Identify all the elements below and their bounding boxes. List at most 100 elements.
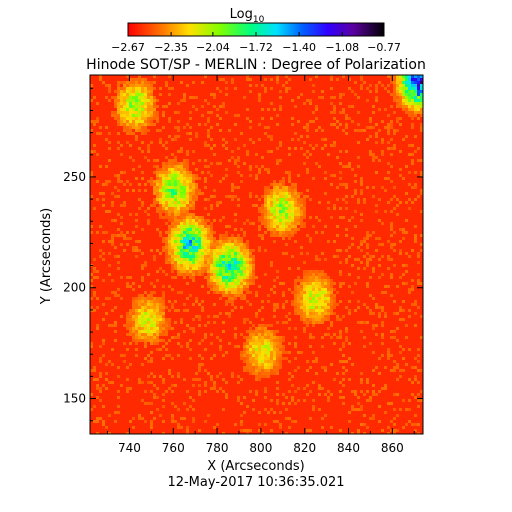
heatmap-cell [246, 261, 249, 264]
heatmap-cell [186, 177, 189, 180]
heatmap-cell [141, 300, 144, 303]
heatmap-cell [258, 339, 261, 342]
heatmap-cell [246, 330, 249, 333]
heatmap-cell [354, 210, 357, 213]
heatmap-cell [285, 213, 288, 216]
heatmap-cell [228, 267, 231, 270]
heatmap-cell [321, 294, 324, 297]
heatmap-cell [177, 255, 180, 258]
heatmap-cell [366, 99, 369, 102]
heatmap-cell [264, 192, 267, 195]
heatmap-cell [243, 279, 246, 282]
heatmap-cell [192, 417, 195, 420]
heatmap-cell [102, 354, 105, 357]
heatmap-cell [141, 315, 144, 318]
heatmap-cell [279, 426, 282, 429]
heatmap-cell [213, 105, 216, 108]
heatmap-cell [165, 168, 168, 171]
heatmap-cell [237, 147, 240, 150]
heatmap-cell [258, 138, 261, 141]
heatmap-cell [141, 339, 144, 342]
heatmap-cell [249, 360, 252, 363]
heatmap-cell [246, 279, 249, 282]
heatmap-cell [375, 99, 378, 102]
heatmap-cell [147, 120, 150, 123]
heatmap-cell [135, 327, 138, 330]
heatmap-cell [231, 303, 234, 306]
heatmap-cell [414, 300, 417, 303]
heatmap-cell [156, 342, 159, 345]
heatmap-cell [174, 159, 177, 162]
heatmap-cell [324, 285, 327, 288]
heatmap-cell [255, 315, 258, 318]
heatmap-cell [408, 75, 411, 78]
heatmap-cell [282, 303, 285, 306]
heatmap-cell [162, 186, 165, 189]
heatmap-cell [213, 354, 216, 357]
heatmap-cell [180, 261, 183, 264]
heatmap-cell [177, 408, 180, 411]
heatmap-cell [315, 273, 318, 276]
heatmap-cell [216, 162, 219, 165]
heatmap-cell [102, 279, 105, 282]
heatmap-cell [264, 213, 267, 216]
heatmap-cell [336, 336, 339, 339]
heatmap-cell [261, 348, 264, 351]
heatmap-cell [333, 288, 336, 291]
heatmap-cell [267, 108, 270, 111]
heatmap-cell [135, 84, 138, 87]
heatmap-cell [324, 393, 327, 396]
heatmap-cell [279, 345, 282, 348]
heatmap-cell [183, 219, 186, 222]
heatmap-cell [120, 222, 123, 225]
heatmap-cell [165, 210, 168, 213]
heatmap-cell [261, 327, 264, 330]
heatmap-cell [312, 336, 315, 339]
heatmap-cell [159, 234, 162, 237]
heatmap-cell [165, 162, 168, 165]
heatmap-cell [399, 90, 402, 93]
heatmap-cell [222, 264, 225, 267]
heatmap-cell [243, 162, 246, 165]
heatmap-cell [324, 171, 327, 174]
heatmap-cell [144, 264, 147, 267]
heatmap-cell [234, 294, 237, 297]
heatmap-cell [183, 267, 186, 270]
heatmap-cell [138, 285, 141, 288]
heatmap-cell [414, 84, 417, 87]
heatmap-cell [189, 180, 192, 183]
heatmap-cell [339, 171, 342, 174]
heatmap-cell [189, 339, 192, 342]
heatmap-cell [288, 216, 291, 219]
heatmap-cell [141, 303, 144, 306]
heatmap-cell [411, 126, 414, 129]
heatmap-cell [135, 330, 138, 333]
heatmap-cell [282, 192, 285, 195]
heatmap-cell [294, 309, 297, 312]
heatmap-cell [315, 117, 318, 120]
heatmap-cell [168, 285, 171, 288]
heatmap-cell [126, 141, 129, 144]
heatmap-cell [147, 306, 150, 309]
heatmap-cell [183, 159, 186, 162]
heatmap-cell [300, 216, 303, 219]
heatmap-cell [219, 285, 222, 288]
heatmap-cell [210, 222, 213, 225]
heatmap-cell [195, 300, 198, 303]
heatmap-cell [417, 117, 420, 120]
heatmap-cell [291, 399, 294, 402]
heatmap-cell [159, 171, 162, 174]
heatmap-cell [363, 129, 366, 132]
heatmap-cell [294, 240, 297, 243]
heatmap-cell [192, 192, 195, 195]
heatmap-cell [159, 297, 162, 300]
heatmap-cell [360, 372, 363, 375]
heatmap-cell [177, 270, 180, 273]
heatmap-cell [309, 345, 312, 348]
heatmap-cell [303, 207, 306, 210]
heatmap-cell [192, 384, 195, 387]
heatmap-cell [303, 303, 306, 306]
heatmap-cell [288, 219, 291, 222]
heatmap-cell [192, 213, 195, 216]
heatmap-cell [264, 201, 267, 204]
